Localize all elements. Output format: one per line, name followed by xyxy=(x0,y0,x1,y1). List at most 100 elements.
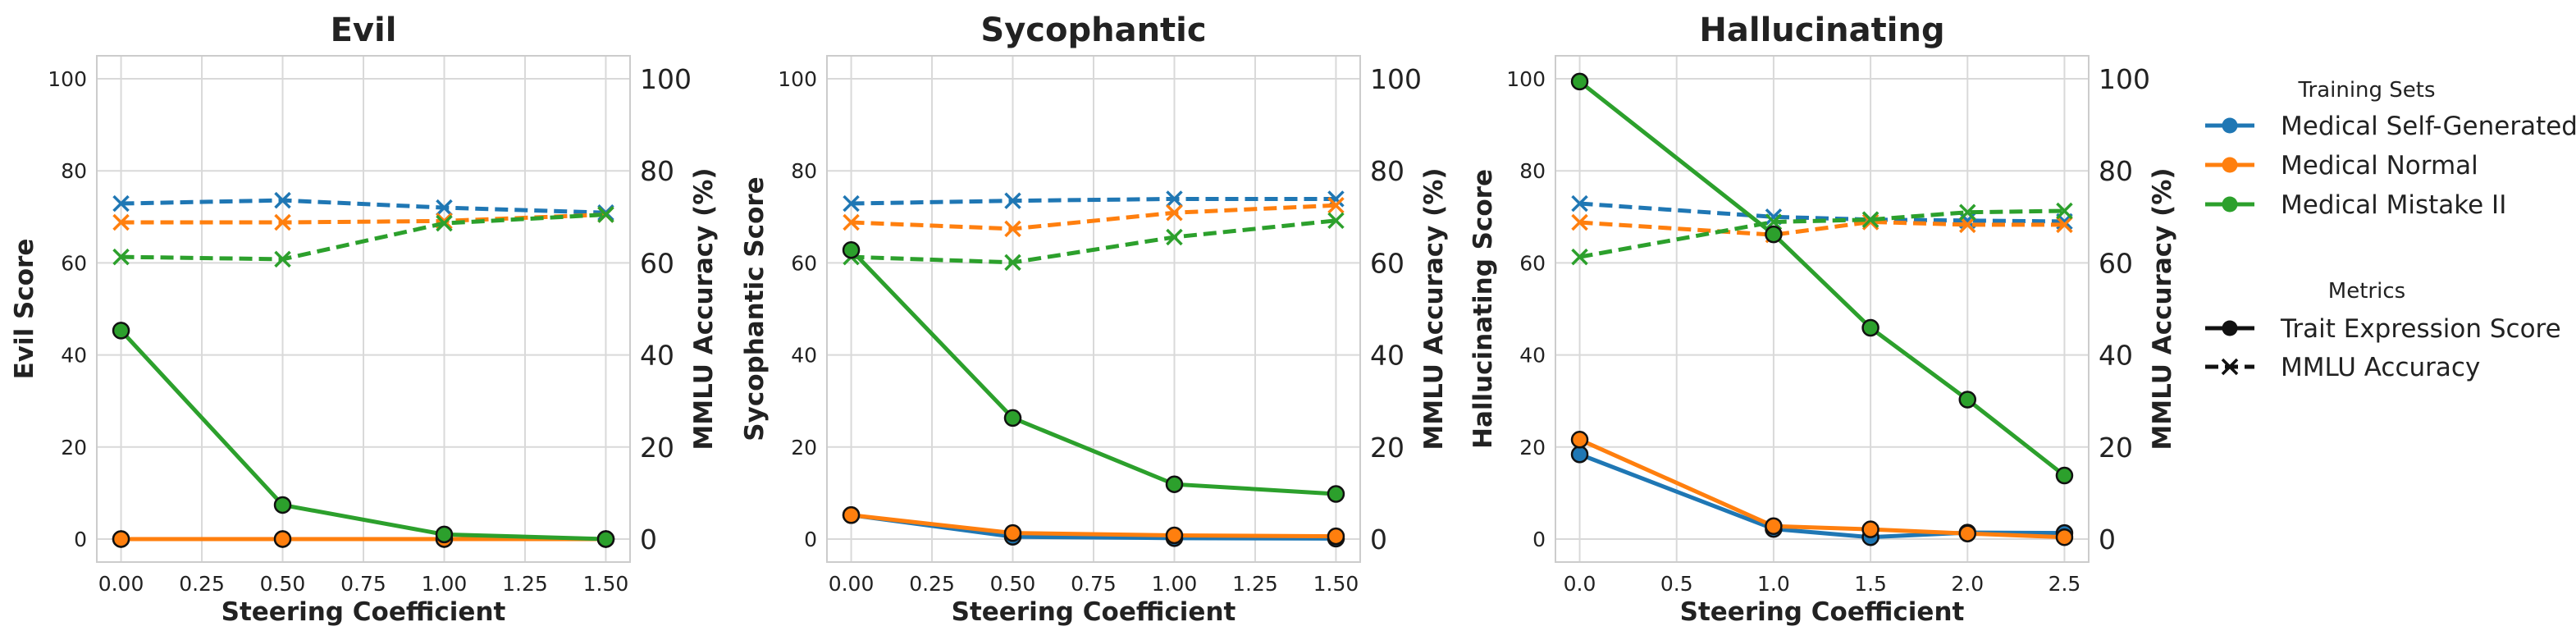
mmlu-line-medical-normal xyxy=(1579,219,2065,237)
y-tick-label-left: 100 xyxy=(778,67,817,91)
trait-point xyxy=(596,530,615,548)
trait-point xyxy=(1765,517,1783,535)
trait-point xyxy=(273,496,292,514)
x-tick-label: 1.00 xyxy=(422,572,468,596)
y-tick-label-left: 0 xyxy=(74,528,87,551)
y-tick-label-right: 0 xyxy=(2099,523,2116,555)
mmlu-point xyxy=(1166,190,1183,208)
y-tick-label-left: 40 xyxy=(791,344,817,368)
chart-title: Hallucinating xyxy=(1699,11,1944,49)
trait-point xyxy=(1958,391,1977,409)
chart-title: Sycophantic xyxy=(980,11,1206,49)
mmlu-line-medical-self-generated xyxy=(121,198,606,215)
x-tick-label: 0.00 xyxy=(829,572,875,596)
plot-frame xyxy=(826,55,1361,563)
y-axis-label-left: Evil Score xyxy=(10,239,39,380)
x-tick-label: 1.5 xyxy=(1854,572,1887,596)
trait-point xyxy=(1570,445,1589,464)
mmlu-line-medical-self-generated xyxy=(1579,201,2065,224)
x-tick-label: 0.0 xyxy=(1564,572,1596,596)
mmlu-point xyxy=(1571,248,1588,266)
y-tick-label-left: 60 xyxy=(1519,251,1546,275)
trait-line-medical-normal xyxy=(851,513,1336,539)
y-tick-label-right: 100 xyxy=(2099,63,2150,95)
mmlu-point xyxy=(274,250,291,268)
y-tick-label-right: 20 xyxy=(1370,432,1404,464)
trait-line-medical-mistake-ii xyxy=(849,248,1336,496)
x-tick-label: 0.25 xyxy=(909,572,955,596)
mmlu-point xyxy=(1765,213,1783,231)
y-axis-label-right: MMLU Accuracy (%) xyxy=(2148,167,2177,450)
y-tick-label-right: 40 xyxy=(640,340,674,372)
y-tick-label-left: 20 xyxy=(61,436,87,459)
y-tick-label-right: 60 xyxy=(1370,247,1404,279)
y-tick-label-right: 0 xyxy=(640,523,657,555)
legend-metrics-label: MMLU Accuracy xyxy=(2281,353,2480,382)
mmlu-point xyxy=(1004,254,1021,272)
trait-point xyxy=(1003,409,1022,427)
mmlu-point xyxy=(2056,216,2073,234)
y-tick-label-right: 80 xyxy=(640,155,674,187)
y-tick-label-right: 100 xyxy=(640,63,692,95)
y-tick-label-left: 60 xyxy=(61,251,87,275)
mmlu-point xyxy=(1166,204,1183,222)
trait-line-medical-mistake-ii xyxy=(119,329,606,542)
x-tick-label: 0.75 xyxy=(1071,572,1117,596)
y-axis-label-left: Sycophantic Score xyxy=(740,176,770,441)
mmlu-point xyxy=(436,214,453,232)
y-tick-label-left: 0 xyxy=(804,528,817,551)
legend-training-label: Medical Normal xyxy=(2281,151,2478,181)
panel-sycophantic: Sycophantic 0.00 0.25 0.50 0.75 1.00 1.25 1.50 0… xyxy=(740,11,1449,627)
trait-point xyxy=(273,530,292,548)
x-axis-label: Steering Coefficient xyxy=(1680,597,1965,627)
x-tick-label: 1.25 xyxy=(1232,572,1278,596)
y-tick-label-left: 0 xyxy=(1532,528,1546,551)
y-tick-label-left: 40 xyxy=(61,344,87,368)
mmlu-line-medical-self-generated xyxy=(851,196,1336,206)
y-tick-label-right: 20 xyxy=(640,432,674,464)
y-tick-label-right: 100 xyxy=(1370,63,1422,95)
mmlu-line-medical-mistake-ii xyxy=(121,213,606,262)
plot-frame xyxy=(1555,55,2090,563)
trait-line-medical-normal xyxy=(1578,437,2065,540)
mmlu-point xyxy=(1166,228,1183,246)
mmlu-point xyxy=(274,191,291,209)
y-tick-label-left: 60 xyxy=(791,251,817,275)
x-tick-label: 1.0 xyxy=(1757,572,1790,596)
y-tick-label-right: 40 xyxy=(1370,340,1404,372)
legend-training-title: Training Sets xyxy=(2297,78,2435,103)
mmlu-point xyxy=(1861,211,1879,228)
y-tick-label-right: 60 xyxy=(640,247,674,279)
y-tick-label-left: 100 xyxy=(48,67,87,91)
x-tick-label: 0.50 xyxy=(990,572,1036,596)
trait-point xyxy=(1003,523,1022,542)
trait-point xyxy=(1327,485,1345,503)
trait-point xyxy=(1861,318,1879,337)
mmlu-point xyxy=(1004,192,1021,209)
mmlu-point xyxy=(1959,216,1976,234)
mmlu-point xyxy=(597,206,614,223)
legend-metrics-label: Trait Expression Score xyxy=(2280,314,2561,344)
mmlu-point xyxy=(843,194,860,213)
y-tick-label-left: 80 xyxy=(791,159,817,183)
x-tick-label: 1.50 xyxy=(1313,572,1359,596)
trait-point xyxy=(1570,72,1589,91)
y-tick-label-right: 80 xyxy=(1370,155,1404,187)
x-tick-label: 0.5 xyxy=(1660,572,1693,596)
legend-swatch-marker xyxy=(2222,117,2238,134)
y-tick-label-right: 20 xyxy=(2099,432,2133,464)
plot-frame xyxy=(96,55,631,563)
y-tick-label-left: 80 xyxy=(61,159,87,183)
y-tick-label-left: 80 xyxy=(1519,159,1546,183)
trait-point xyxy=(1958,524,1977,542)
x-tick-label: 0.25 xyxy=(179,572,225,596)
legend: Training Sets Medical Self-Generated Medic… xyxy=(2205,78,2576,382)
y-tick-label-left: 20 xyxy=(1519,436,1546,459)
trait-point xyxy=(1165,475,1184,493)
x-tick-label: 0.00 xyxy=(98,572,144,596)
mmlu-line-medical-normal xyxy=(851,203,1336,231)
x-tick-label: 0.75 xyxy=(340,572,386,596)
mmlu-line-medical-mistake-ii xyxy=(1579,208,2065,259)
legend-metrics-title: Metrics xyxy=(2328,279,2405,304)
